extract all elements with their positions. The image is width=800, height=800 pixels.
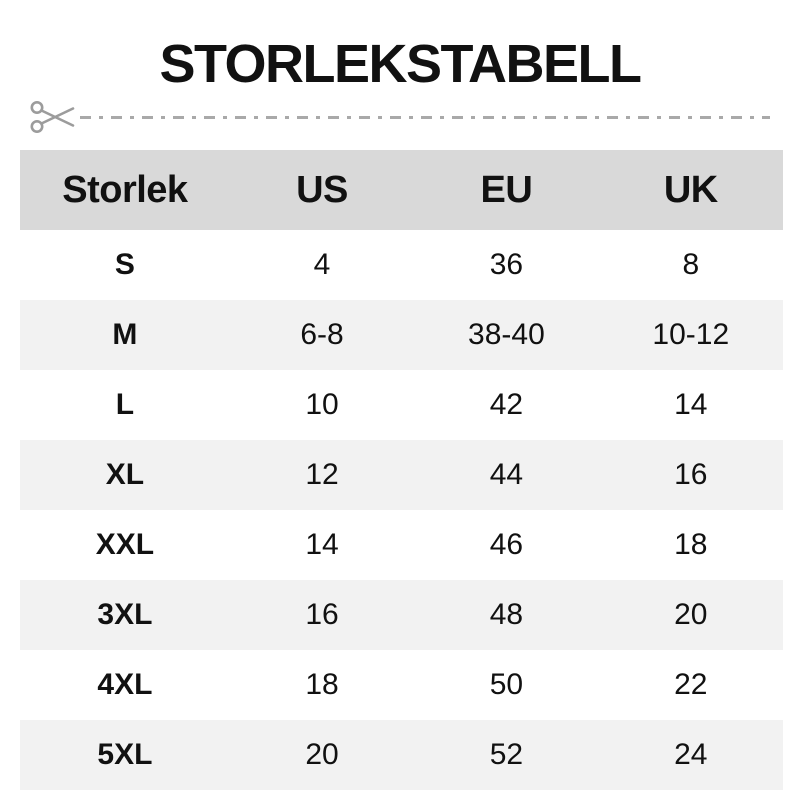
uk-cell: 16 <box>674 458 708 491</box>
eu-cell: 44 <box>489 458 524 491</box>
column-header-eu: EU <box>480 168 533 211</box>
cut-line <box>30 97 770 137</box>
eu-cell: 36 <box>489 248 524 281</box>
size-cell: M <box>112 318 138 351</box>
us-cell: 10 <box>305 388 339 421</box>
uk-cell: 20 <box>674 598 708 631</box>
table-row-3xl: 3XL 16 48 20 <box>20 580 783 650</box>
uk-cell: 10-12 <box>652 318 730 351</box>
us-cell: 12 <box>305 458 339 491</box>
table-header-row: Storlek US EU UK <box>20 150 783 230</box>
us-cell: 16 <box>305 598 339 631</box>
table-row-5xl: 5XL 20 52 24 <box>20 720 783 790</box>
table-row-4xl: 4XL 18 50 22 <box>20 650 783 720</box>
table-row-xl: XL 12 44 16 <box>20 440 783 510</box>
eu-cell: 50 <box>489 668 524 701</box>
column-header-storlek: Storlek <box>62 168 188 211</box>
table-row-l: L 10 42 14 <box>20 370 783 440</box>
eu-cell: 52 <box>489 738 524 771</box>
column-header-uk: UK <box>663 168 718 211</box>
size-cell: 5XL <box>97 738 153 771</box>
eu-cell: 46 <box>489 528 524 561</box>
size-table: Storlek US EU UK S 4 36 8 M 6-8 38-40 10… <box>20 150 783 790</box>
page-title: STORLEKSTABELL <box>159 34 642 94</box>
us-cell: 14 <box>305 528 339 561</box>
eu-cell: 38-40 <box>468 318 545 351</box>
uk-cell: 18 <box>674 528 708 561</box>
eu-cell: 48 <box>489 598 524 631</box>
size-cell: XL <box>105 458 145 491</box>
uk-cell: 24 <box>674 738 708 771</box>
table-row-m: M 6-8 38-40 10-12 <box>20 300 783 370</box>
column-header-us: US <box>296 168 348 211</box>
uk-cell: 14 <box>674 388 708 421</box>
uk-cell: 8 <box>682 248 700 281</box>
us-cell: 4 <box>313 248 331 281</box>
size-cell: 4XL <box>97 668 153 701</box>
size-cell: XXL <box>95 528 155 561</box>
dashed-cut-line <box>80 115 770 119</box>
size-cell: L <box>115 388 135 421</box>
eu-cell: 42 <box>489 388 524 421</box>
scissors-icon <box>30 101 75 133</box>
us-cell: 6-8 <box>300 318 344 351</box>
size-cell: S <box>114 248 135 281</box>
size-cell: 3XL <box>97 598 153 631</box>
us-cell: 18 <box>305 668 339 701</box>
table-row-xxl: XXL 14 46 18 <box>20 510 783 580</box>
uk-cell: 22 <box>674 668 708 701</box>
us-cell: 20 <box>305 738 339 771</box>
table-row-s: S 4 36 8 <box>20 230 783 300</box>
